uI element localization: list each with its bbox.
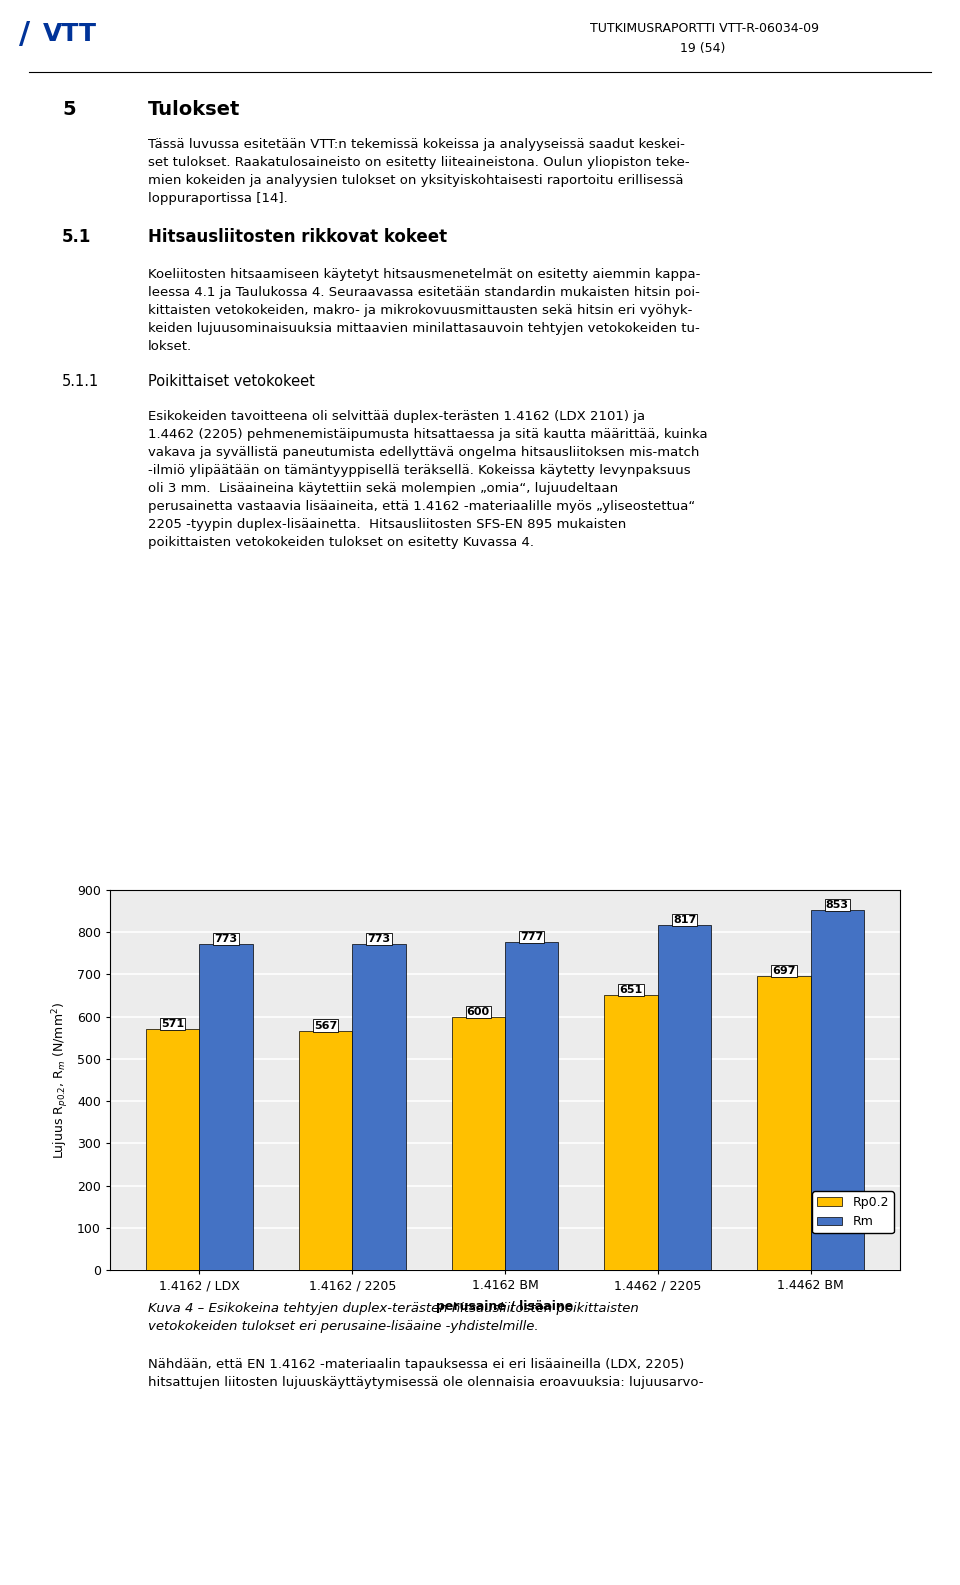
Text: leessa 4.1 ja Taulukossa 4. Seuraavassa esitetään standardin mukaisten hitsin po: leessa 4.1 ja Taulukossa 4. Seuraavassa … xyxy=(148,285,700,300)
Text: -ilmiö ylipäätään on tämäntyyppisellä teräksellä. Kokeissa käytetty levynpaksuus: -ilmiö ylipäätään on tämäntyyppisellä te… xyxy=(148,464,690,477)
Text: vakava ja syvällistä paneutumista edellyttävä ongelma hitsausliitoksen mis-match: vakava ja syvällistä paneutumista edelly… xyxy=(148,445,700,460)
Text: 5.1.1: 5.1.1 xyxy=(62,374,99,388)
Text: 1.4462 (2205) pehmenemistäipumusta hitsattaessa ja sitä kautta määrittää, kuinka: 1.4462 (2205) pehmenemistäipumusta hitsa… xyxy=(148,428,708,441)
Text: loppuraportissa [14].: loppuraportissa [14]. xyxy=(148,192,288,204)
Bar xyxy=(757,976,810,1270)
Text: 571: 571 xyxy=(161,1019,184,1029)
Text: /: / xyxy=(19,19,31,49)
Text: hitsattujen liitosten lujuuskäyttäytymisessä ole olennaisia eroavuuksia: lujuusa: hitsattujen liitosten lujuuskäyttäytymis… xyxy=(148,1376,704,1388)
Text: Nähdään, että EN 1.4162 -materiaalin tapauksessa ei eri lisäaineilla (LDX, 2205): Nähdään, että EN 1.4162 -materiaalin tap… xyxy=(148,1358,684,1371)
Bar xyxy=(299,1030,352,1270)
Text: Hitsausliitosten rikkovat kokeet: Hitsausliitosten rikkovat kokeet xyxy=(148,228,447,246)
Text: poikittaisten vetokokeiden tulokset on esitetty Kuvassa 4.: poikittaisten vetokokeiden tulokset on e… xyxy=(148,536,534,548)
X-axis label: perusaine / lisäaine: perusaine / lisäaine xyxy=(437,1300,574,1314)
Y-axis label: Lujuus R$_{p0.2}$, R$_m$ (N/mm$^2$): Lujuus R$_{p0.2}$, R$_m$ (N/mm$^2$) xyxy=(51,1002,71,1159)
Bar xyxy=(451,1016,505,1270)
Text: 773: 773 xyxy=(368,934,391,943)
Bar xyxy=(810,910,864,1270)
Text: 5.1: 5.1 xyxy=(62,228,91,246)
Bar xyxy=(200,943,252,1270)
Text: 2205 -tyypin duplex-lisäainetta.  Hitsausliitosten SFS-EN 895 mukaisten: 2205 -tyypin duplex-lisäainetta. Hitsaus… xyxy=(148,518,626,531)
Bar xyxy=(146,1029,200,1270)
Text: set tulokset. Raakatulosaineisto on esitetty liiteaineistona. Oulun yliopiston t: set tulokset. Raakatulosaineisto on esit… xyxy=(148,155,689,170)
Text: kittaisten vetokokeiden, makro- ja mikrokovuusmittausten sekä hitsin eri vyöhyk-: kittaisten vetokokeiden, makro- ja mikro… xyxy=(148,304,692,317)
Text: 19 (54): 19 (54) xyxy=(680,41,726,55)
Text: 817: 817 xyxy=(673,915,696,926)
Text: Esikokeiden tavoitteena oli selvittää duplex-terästen 1.4162 (LDX 2101) ja: Esikokeiden tavoitteena oli selvittää du… xyxy=(148,411,645,423)
Text: Koeliitosten hitsaamiseen käytetyt hitsausmenetelmät on esitetty aiemmin kappa-: Koeliitosten hitsaamiseen käytetyt hitsa… xyxy=(148,268,701,281)
Text: 777: 777 xyxy=(520,932,543,941)
Text: lokset.: lokset. xyxy=(148,341,192,353)
Text: Kuva 4 – Esikokeina tehtyjen duplex-terästen hitsausliitosten poikittaisten: Kuva 4 – Esikokeina tehtyjen duplex-terä… xyxy=(148,1301,638,1316)
Text: 853: 853 xyxy=(826,900,849,910)
Text: Tulokset: Tulokset xyxy=(148,100,240,119)
Bar xyxy=(352,943,406,1270)
Text: 651: 651 xyxy=(619,986,642,995)
Text: vetokokeiden tulokset eri perusaine-lisäaine -yhdistelmille.: vetokokeiden tulokset eri perusaine-lisä… xyxy=(148,1320,539,1333)
Bar xyxy=(658,926,711,1270)
Text: 5: 5 xyxy=(62,100,76,119)
Text: 773: 773 xyxy=(215,934,238,943)
Bar xyxy=(505,941,559,1270)
Text: VTT: VTT xyxy=(43,22,97,46)
Text: 600: 600 xyxy=(467,1006,490,1016)
Text: oli 3 mm.  Lisäaineina käytettiin sekä molempien „omia“, lujuudeltaan: oli 3 mm. Lisäaineina käytettiin sekä mo… xyxy=(148,482,618,495)
Text: keiden lujuusominaisuuksia mittaavien minilattasauvoin tehtyjen vetokokeiden tu-: keiden lujuusominaisuuksia mittaavien mi… xyxy=(148,322,700,334)
Bar xyxy=(605,995,658,1270)
Legend: Rp0.2, Rm: Rp0.2, Rm xyxy=(812,1190,894,1233)
Text: perusainetta vastaavia lisäaineita, että 1.4162 -materiaalille myös „yliseostett: perusainetta vastaavia lisäaineita, että… xyxy=(148,499,695,514)
Text: 697: 697 xyxy=(772,965,796,976)
Text: 567: 567 xyxy=(314,1021,337,1030)
Text: mien kokeiden ja analyysien tulokset on yksityiskohtaisesti raportoitu erillises: mien kokeiden ja analyysien tulokset on … xyxy=(148,174,684,187)
Text: Poikittaiset vetokokeet: Poikittaiset vetokokeet xyxy=(148,374,315,388)
Text: Tässä luvussa esitetään VTT:n tekemissä kokeissa ja analyyseissä saadut keskei-: Tässä luvussa esitetään VTT:n tekemissä … xyxy=(148,138,684,151)
Text: TUTKIMUSRAPORTTI VTT-R-06034-09: TUTKIMUSRAPORTTI VTT-R-06034-09 xyxy=(590,22,819,35)
